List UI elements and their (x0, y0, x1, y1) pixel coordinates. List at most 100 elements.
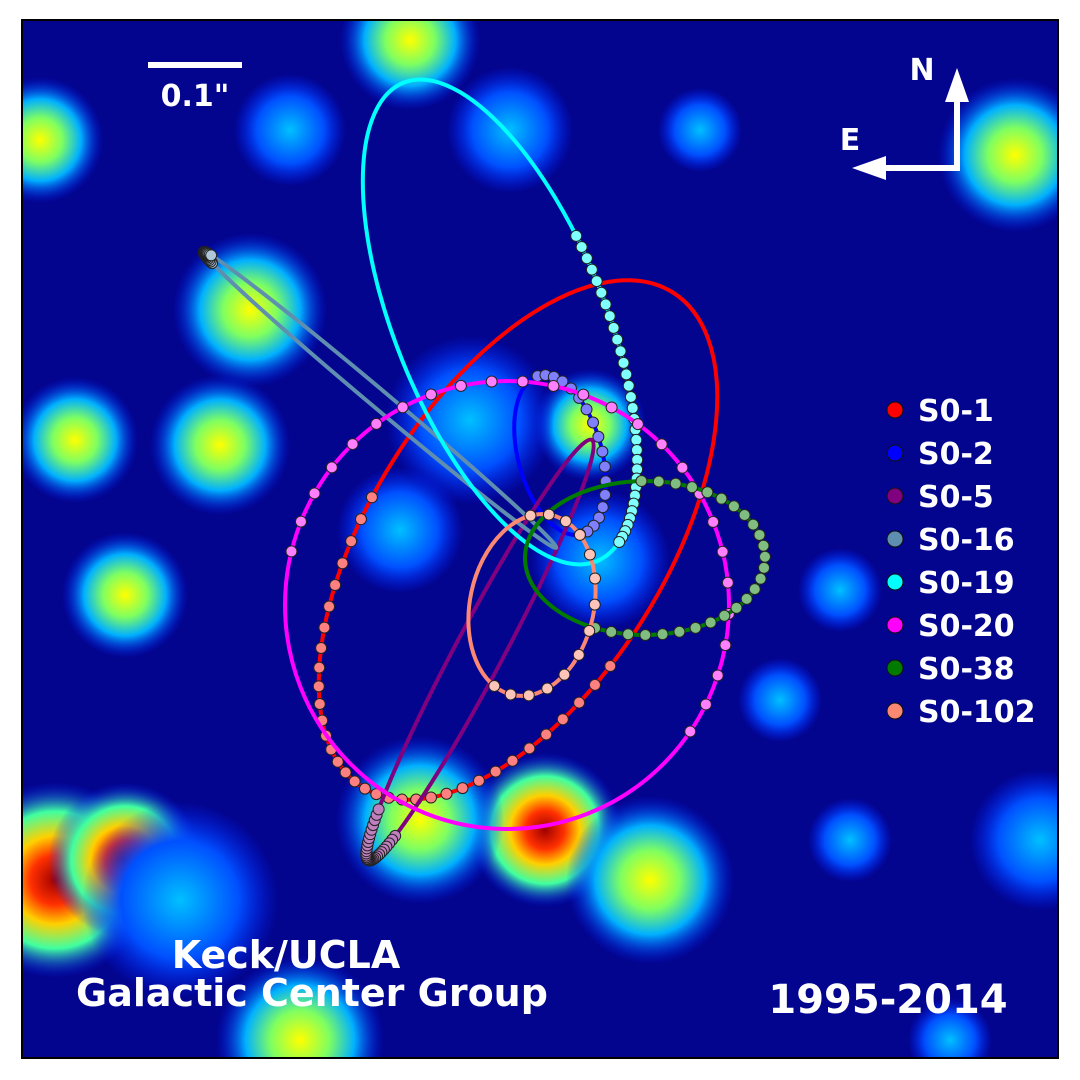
star-blob (938, 78, 1058, 232)
legend-marker (886, 530, 904, 548)
north-arrowhead-icon (945, 68, 969, 102)
observation-point (607, 321, 620, 334)
legend-item: S0-38 (886, 652, 1015, 687)
observation-point (318, 621, 331, 634)
observation-point (339, 766, 352, 779)
observation-point (721, 576, 734, 589)
observation-point (605, 625, 618, 638)
scale-bar-label: 0.1" (161, 79, 230, 114)
star-blob (908, 998, 992, 1058)
legend-item: S0-2 (886, 437, 994, 472)
observation-point (639, 628, 652, 641)
observation-point (583, 548, 596, 561)
star-blob (798, 548, 882, 632)
observation-point (754, 572, 767, 585)
observation-point (285, 545, 298, 558)
orbit-s0-1 (312, 278, 720, 806)
observation-point (758, 561, 771, 574)
observation-point (345, 535, 358, 548)
star-blob (216, 956, 384, 1058)
observation-point (598, 460, 611, 473)
star-blob (336, 736, 504, 904)
observation-point (740, 592, 753, 605)
compass: N E (840, 53, 969, 180)
observation-point (506, 754, 519, 767)
star-blob (658, 88, 742, 172)
observation-point (587, 416, 600, 429)
observation-point (580, 252, 593, 265)
legend-item: S0-20 (886, 609, 1015, 644)
observation-point (748, 583, 761, 596)
star-blob (22, 377, 138, 503)
observation-point (425, 791, 438, 804)
observation-point (370, 417, 383, 430)
observation-point (631, 418, 644, 431)
legend-marker (886, 487, 904, 505)
legend-label: S0-1 (918, 394, 994, 429)
observation-point (556, 713, 569, 726)
orbit-path (283, 379, 731, 831)
star-blob (447, 67, 573, 193)
east-arrowhead-icon (852, 156, 886, 180)
legend-label: S0-5 (918, 480, 994, 515)
observation-point (396, 401, 409, 414)
observation-point (595, 286, 608, 299)
observation-point (592, 430, 605, 443)
observation-point (315, 642, 328, 655)
observation-point (558, 668, 571, 681)
observation-point (622, 628, 635, 641)
star-blob (82, 802, 278, 998)
observation-point (205, 249, 218, 262)
legend-marker (886, 573, 904, 591)
observation-point (730, 601, 743, 614)
observation-point (329, 579, 342, 592)
scale-bar: 0.1" (148, 62, 242, 114)
observation-point (757, 539, 770, 552)
legend-label: S0-102 (918, 695, 1036, 730)
observation-point (596, 501, 609, 514)
observation-point (655, 438, 668, 451)
star-blob (386, 336, 554, 504)
orbit-s0-16 (197, 246, 559, 551)
observation-point (613, 535, 626, 548)
observation-point (630, 433, 643, 446)
observation-point (454, 379, 467, 392)
observation-point (372, 803, 385, 816)
legend-item: S0-5 (886, 480, 994, 515)
star-blob (150, 375, 290, 515)
observation-point (611, 333, 624, 346)
observation-point (370, 788, 383, 801)
frame (21, 19, 1059, 1059)
observation-point (325, 461, 338, 474)
observation-point (727, 500, 740, 513)
observation-point (472, 774, 485, 787)
observation-point (365, 491, 378, 504)
observation-point (622, 379, 635, 392)
observation-point (456, 782, 469, 795)
observation-point (540, 728, 553, 741)
credit-line-2: Galactic Center Group (76, 971, 548, 1015)
observation-point (588, 598, 601, 611)
observation-point (583, 624, 596, 637)
observation-point (738, 509, 751, 522)
observation-point (614, 345, 627, 358)
credit-line-1: Keck/UCLA (172, 933, 401, 977)
observation-point (313, 661, 326, 674)
observation-point (603, 310, 616, 323)
legend-label: S0-2 (918, 437, 994, 472)
date-range: 1995-2014 (768, 977, 1007, 1023)
legend-item: S0-16 (886, 523, 1015, 558)
observation-point (523, 742, 536, 755)
observation-point (425, 388, 438, 401)
observation-point (570, 229, 583, 242)
legend-marker (886, 616, 904, 634)
observation-point (718, 609, 731, 622)
observation-point (624, 390, 637, 403)
observation-point (485, 375, 498, 388)
observation-point (354, 513, 367, 526)
observation-point (516, 375, 529, 388)
legend-item: S0-1 (886, 394, 994, 429)
observation-point (716, 545, 729, 558)
observation-point (689, 621, 702, 634)
